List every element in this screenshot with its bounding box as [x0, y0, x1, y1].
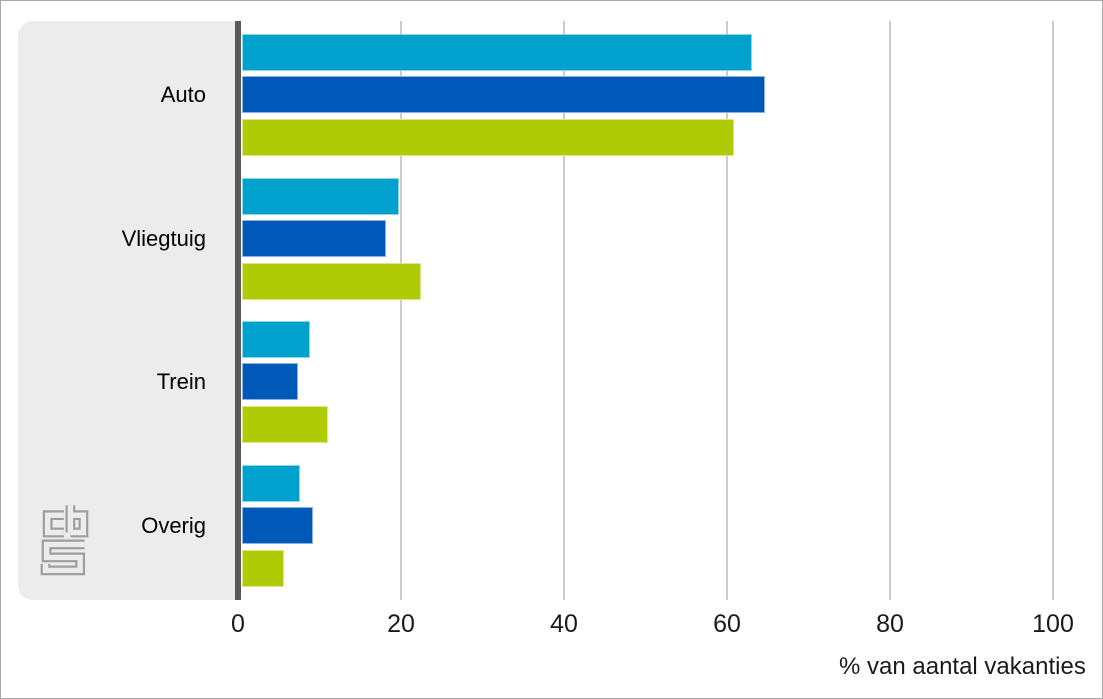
y-axis-line — [235, 21, 241, 600]
category-label-vliegtuig: Vliegtuig — [121, 226, 206, 251]
x-tick-label-20: 20 — [387, 610, 415, 638]
category-label-trein: Trein — [156, 369, 206, 394]
x-axis-title: % van aantal vakanties — [839, 653, 1086, 680]
bar-trein-groen — [242, 406, 328, 443]
bar-overig-donkerblauw — [242, 507, 313, 544]
x-tick-label-0: 0 — [231, 610, 245, 638]
bar-vliegtuig-donkerblauw — [242, 220, 386, 257]
bar-vliegtuig-lichtblauw — [242, 178, 399, 215]
bar-auto-groen — [242, 119, 734, 156]
category-label-auto: Auto — [160, 82, 206, 107]
gridline-x-100 — [1052, 21, 1054, 600]
gridline-x-20 — [400, 21, 402, 600]
x-tick-label-40: 40 — [550, 610, 578, 638]
bar-vliegtuig-groen — [242, 263, 421, 300]
cbs-logo — [40, 505, 89, 576]
bar-auto-lichtblauw — [242, 34, 752, 71]
x-tick-label-100: 100 — [1032, 610, 1074, 638]
x-tick-label-60: 60 — [713, 610, 741, 638]
bar-overig-groen — [242, 550, 284, 587]
gridline-x-80 — [889, 21, 891, 600]
gridline-x-40 — [563, 21, 565, 600]
gridline-x-60 — [726, 21, 728, 600]
bar-trein-donkerblauw — [242, 363, 298, 400]
bar-auto-donkerblauw — [242, 76, 765, 113]
category-label-overig: Overig — [141, 513, 206, 538]
x-tick-label-80: 80 — [876, 610, 904, 638]
category-label-panel — [18, 21, 235, 600]
bar-trein-lichtblauw — [242, 321, 310, 358]
bar-overig-lichtblauw — [242, 465, 300, 502]
